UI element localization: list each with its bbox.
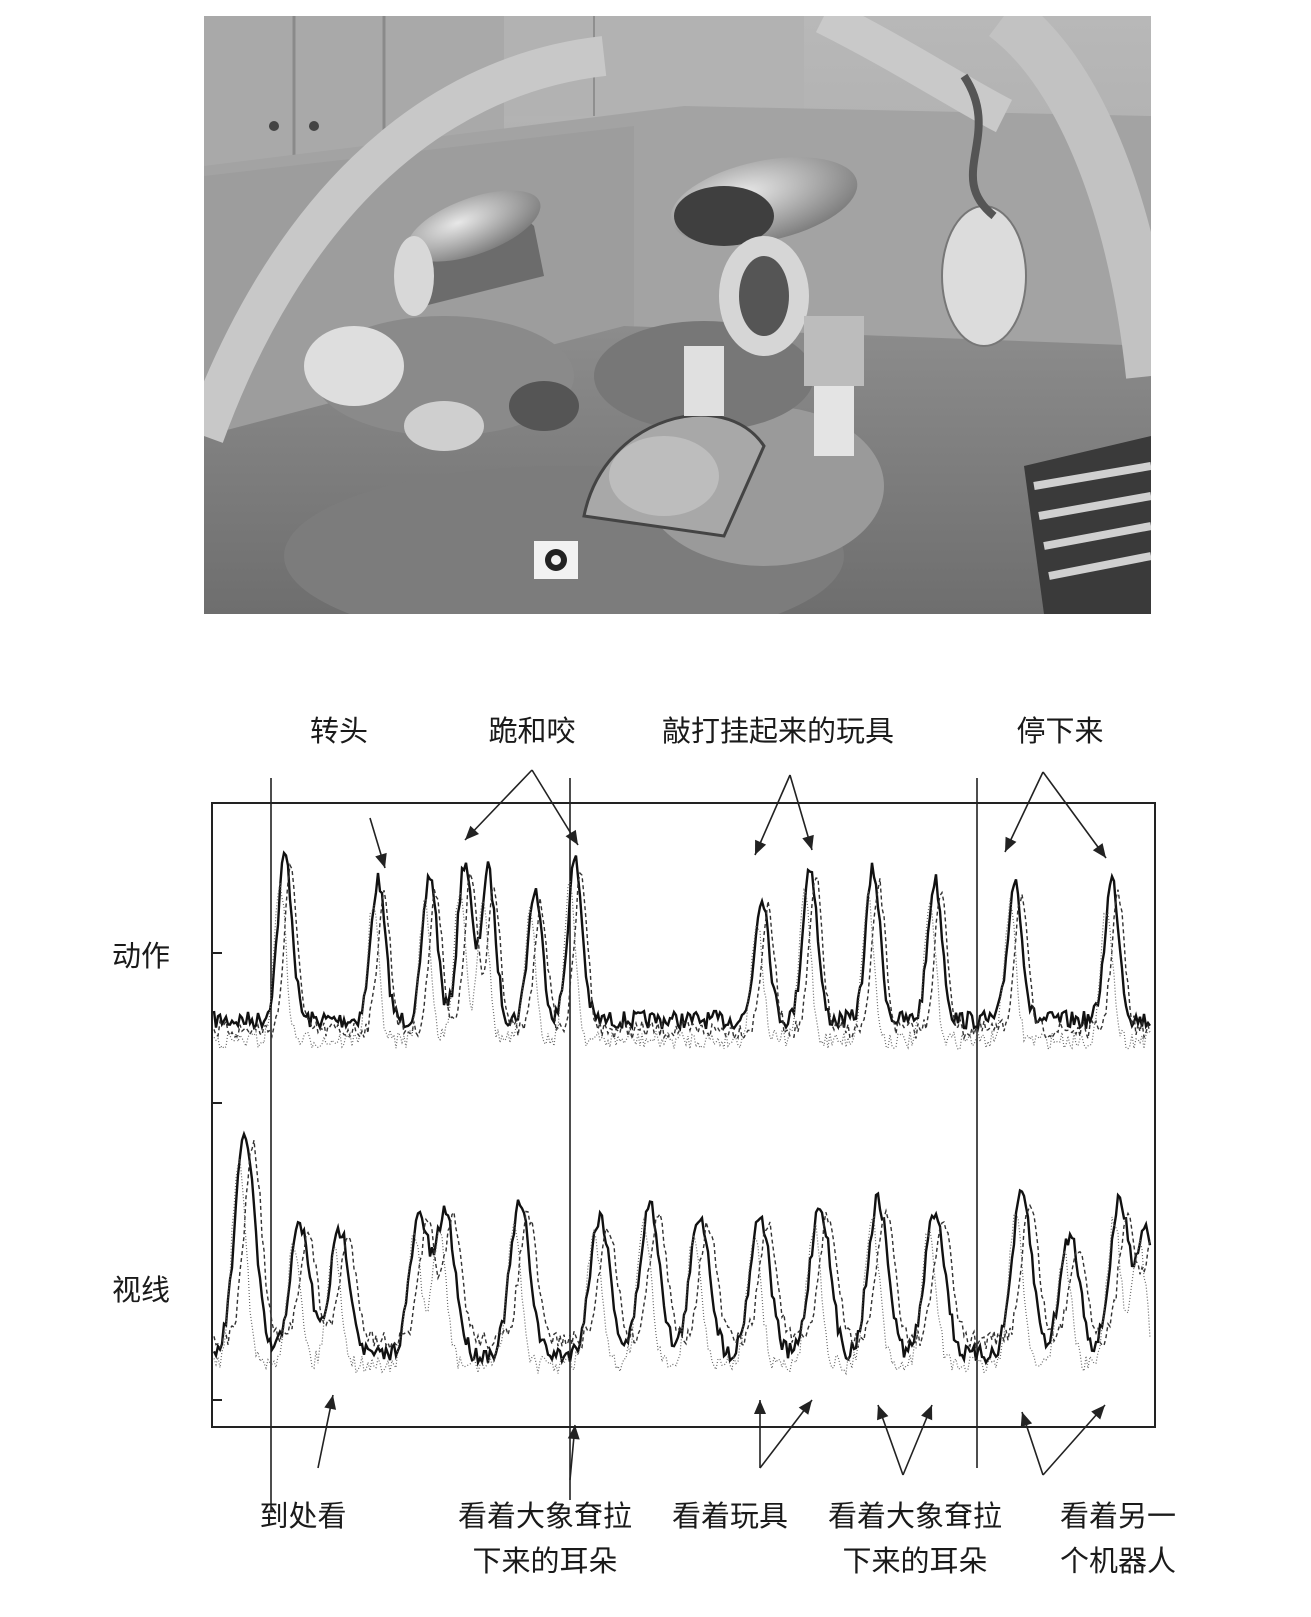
plot-frame xyxy=(211,802,1156,1428)
annotation-look-toy: 看着玩具 xyxy=(672,1494,788,1539)
annotation-arrow xyxy=(531,769,579,846)
annotation-line: 看着大象耷拉 xyxy=(457,1499,633,1533)
annotation-line: 下来的耳朵 xyxy=(472,1544,618,1578)
annotation-arrow xyxy=(877,1404,904,1476)
annotation-arrow xyxy=(1020,1411,1044,1476)
annotation-line: 看着另一 xyxy=(1059,1499,1177,1533)
annotation-stop: 停下来 xyxy=(1016,714,1104,748)
action-trace-dashed xyxy=(213,862,1151,1041)
annotation-line: 下来的耳朵 xyxy=(842,1544,988,1578)
gaze-trace-dotted xyxy=(213,1159,1151,1376)
annotation-arrow xyxy=(317,1394,337,1469)
annotation-hit-hanging-toy: 敲打挂起来的玩具 xyxy=(661,714,895,748)
annotation-arrow xyxy=(464,769,533,841)
annotation-arrow xyxy=(759,1399,813,1469)
row-label-gaze: 视线 xyxy=(112,1273,171,1307)
annotation-arrow xyxy=(567,1424,580,1481)
annotation-line: 个机器人 xyxy=(1059,1544,1177,1578)
annotation-arrow xyxy=(1004,771,1044,853)
annotation-line: 看着玩具 xyxy=(671,1499,789,1533)
annotation-look-elephant-ears-2: 看着大象耷拉 下来的耳朵 xyxy=(828,1494,1002,1584)
annotation-arrow xyxy=(789,774,814,851)
annotation-look-other-robot: 看着另一 个机器人 xyxy=(1060,1494,1176,1584)
action-trace-dotted xyxy=(213,880,1151,1050)
annotation-arrow xyxy=(754,774,791,856)
annotation-look-around: 到处看 xyxy=(259,1494,346,1539)
annotation-line: 到处看 xyxy=(259,1499,347,1533)
annotation-turn-head: 转头 xyxy=(309,714,369,748)
annotation-arrow xyxy=(369,817,387,869)
row-label-action: 动作 xyxy=(112,939,171,973)
action-trace-solid xyxy=(212,850,1151,1032)
annotation-arrow xyxy=(1042,771,1107,859)
annotation-line: 看着大象耷拉 xyxy=(827,1499,1003,1533)
gaze-trace-solid xyxy=(212,1130,1152,1368)
annotation-arrow xyxy=(754,1400,766,1468)
robot-dogs-photo xyxy=(204,16,1151,614)
annotation-arrow xyxy=(902,1404,933,1476)
annotation-kneel-bite: 跪和咬 xyxy=(488,714,576,748)
annotation-look-elephant-ears-1: 看着大象耷拉 下来的耳朵 xyxy=(458,1494,632,1584)
annotation-arrow xyxy=(1042,1404,1106,1476)
